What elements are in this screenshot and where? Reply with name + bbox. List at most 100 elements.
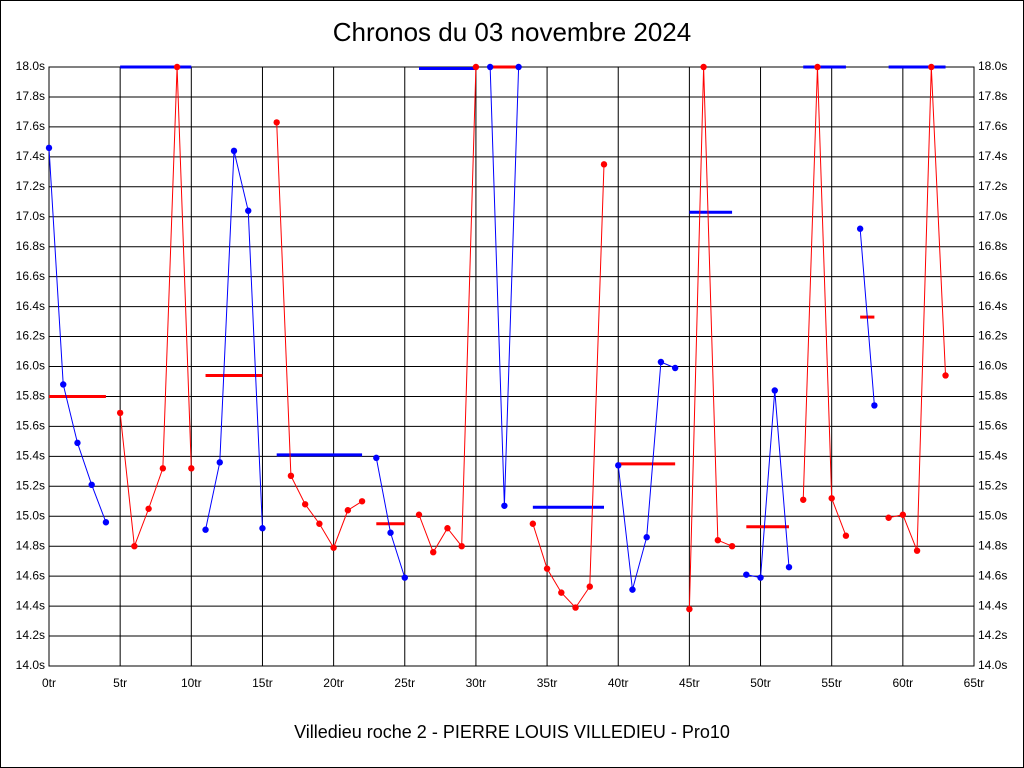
- x-tick-label: 25tr: [394, 676, 415, 690]
- lap-point: [373, 454, 380, 462]
- x-tick-label: 65tr: [964, 676, 985, 690]
- lap-point: [700, 63, 707, 71]
- lap-point: [116, 409, 124, 417]
- x-axis-label: Villedieu roche 2 - PIERRE LOUIS VILLEDI…: [294, 722, 730, 742]
- lap-point: [515, 63, 522, 71]
- lap-point: [686, 605, 693, 613]
- lap-point: [273, 119, 280, 126]
- x-tick-label: 30tr: [466, 676, 487, 690]
- x-tick-label: 35tr: [537, 676, 558, 690]
- y2-tick-label: 14.8s: [978, 538, 1007, 552]
- y2-tick-label: 16.6s: [978, 269, 1007, 283]
- lap-point: [415, 511, 423, 518]
- lap-point: [814, 63, 821, 71]
- y-tick-label: 16.0s: [16, 359, 45, 373]
- y2-tick-label: 15.0s: [978, 508, 1007, 522]
- lap-point: [202, 526, 209, 533]
- lap-point: [828, 495, 835, 502]
- lap-point: [145, 505, 152, 512]
- y2-tick-label: 16.8s: [978, 239, 1007, 253]
- lap-point: [173, 63, 181, 71]
- y2-tick-label: 18.0s: [978, 59, 1007, 73]
- y2-tick-label: 16.4s: [978, 299, 1007, 313]
- lap-point: [486, 63, 494, 71]
- lap-point: [259, 525, 266, 532]
- y2-tick-label: 17.4s: [978, 149, 1007, 163]
- y2-tick-label: 15.6s: [978, 419, 1007, 433]
- lap-point: [529, 520, 537, 527]
- y2-tick-label: 16.2s: [978, 329, 1007, 343]
- lap-point: [358, 498, 366, 505]
- y-tick-label: 17.0s: [16, 209, 45, 223]
- y-tick-label: 15.0s: [16, 508, 45, 522]
- lap-point: [629, 586, 636, 593]
- lap-point: [45, 144, 53, 152]
- y-tick-label: 17.2s: [16, 179, 45, 193]
- chart-title: Chronos du 03 novembre 2024: [333, 17, 691, 47]
- lap-point: [743, 571, 750, 578]
- y2-tick-label: 17.0s: [978, 209, 1007, 223]
- lap-point: [572, 604, 579, 611]
- lap-point: [558, 589, 565, 596]
- y2-tick-label: 14.4s: [978, 598, 1007, 612]
- y-tick-label: 17.4s: [16, 149, 45, 163]
- lap-point: [88, 481, 95, 489]
- lap-point: [501, 502, 508, 509]
- lap-point: [245, 207, 252, 214]
- x-tick-label: 20tr: [323, 676, 344, 690]
- x-tick-label: 10tr: [181, 676, 202, 690]
- y-tick-label: 14.4s: [16, 598, 45, 612]
- lap-point: [885, 514, 892, 521]
- y2-tick-label: 15.2s: [978, 478, 1007, 492]
- lap-point: [444, 525, 451, 532]
- lap-point: [615, 462, 622, 469]
- y-tick-label: 17.6s: [16, 119, 45, 133]
- x-tick-label: 55tr: [821, 676, 842, 690]
- lap-point: [586, 583, 593, 590]
- y2-tick-label: 17.6s: [978, 119, 1007, 133]
- y2-tick-label: 14.0s: [978, 658, 1007, 672]
- y-tick-label: 16.8s: [16, 239, 45, 253]
- y2-tick-label: 17.2s: [978, 179, 1007, 193]
- lap-point: [387, 529, 394, 536]
- lap-point: [800, 496, 807, 503]
- lap-point: [543, 565, 551, 572]
- lap-point: [856, 225, 864, 232]
- lap-point: [913, 547, 921, 554]
- y-tick-label: 17.8s: [16, 89, 45, 103]
- lap-point: [899, 511, 907, 518]
- lap-point: [102, 519, 110, 526]
- lap-point: [401, 574, 408, 581]
- lap-point: [287, 472, 295, 480]
- lap-point: [458, 543, 465, 550]
- y2-tick-label: 16.0s: [978, 359, 1007, 373]
- y-tick-label: 14.8s: [16, 538, 45, 552]
- y-tick-label: 14.0s: [16, 658, 45, 672]
- y-tick-label: 16.4s: [16, 299, 45, 313]
- lap-point: [301, 501, 309, 508]
- y2-tick-label: 15.4s: [978, 449, 1007, 463]
- lap-point: [159, 465, 167, 472]
- lap-point: [216, 459, 223, 466]
- lap-point: [785, 563, 793, 571]
- y-tick-label: 16.6s: [16, 269, 45, 283]
- lap-point: [771, 387, 778, 394]
- y2-tick-label: 14.6s: [978, 568, 1007, 582]
- lap-point: [188, 465, 195, 472]
- lap-point: [728, 543, 736, 550]
- x-tick-label: 50tr: [750, 676, 771, 690]
- x-tick-label: 40tr: [608, 676, 629, 690]
- lap-point: [757, 574, 764, 581]
- lap-point: [657, 358, 665, 366]
- y-tick-label: 16.2s: [16, 329, 45, 343]
- y-tick-label: 15.8s: [16, 389, 45, 403]
- y-tick-label: 14.6s: [16, 568, 45, 582]
- x-tick-label: 60tr: [893, 676, 914, 690]
- lap-point: [472, 63, 480, 71]
- y2-tick-label: 17.8s: [978, 89, 1007, 103]
- lap-point: [871, 402, 878, 409]
- lap-point: [714, 537, 722, 544]
- lap-point: [928, 63, 935, 71]
- x-tick-label: 15tr: [252, 676, 273, 690]
